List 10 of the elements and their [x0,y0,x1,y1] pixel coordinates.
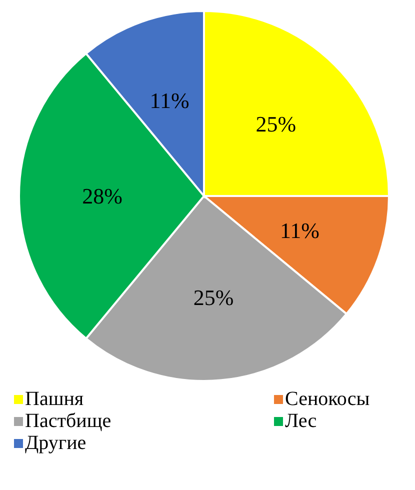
legend-label: Пастбище [25,410,112,432]
legend-label: Лес [285,410,317,432]
data-label: 11% [150,88,190,113]
data-label: 25% [256,112,296,137]
data-label: 28% [82,184,122,208]
legend-label: Другие [25,432,86,454]
legend-label: Сенокосы [285,388,370,410]
data-label: 11% [280,218,320,243]
legend-label: Пашня [25,388,84,410]
data-label: 25% [193,284,234,310]
